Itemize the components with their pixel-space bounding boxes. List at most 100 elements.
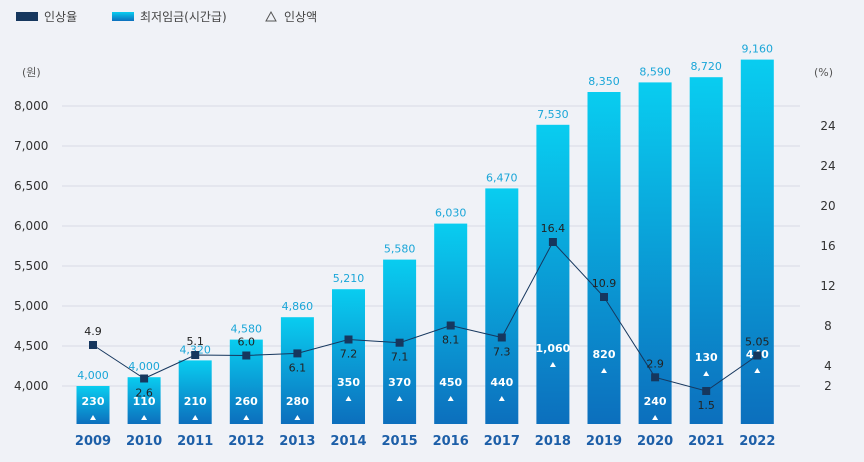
gridlines: [62, 105, 800, 387]
x-tick-label: 2014: [330, 434, 366, 449]
increase-label: 210: [184, 395, 207, 408]
x-tick-label: 2010: [126, 434, 162, 449]
y-axis-unit: (원): [22, 66, 41, 79]
rate-marker: [446, 321, 455, 330]
wage-bars: [76, 59, 774, 425]
rate-marker: [651, 373, 660, 382]
increase-triangle-icon: [345, 396, 352, 401]
wage-value-label: 8,350: [588, 75, 620, 88]
legend-wage-label: 최저임금(시간급): [140, 10, 227, 24]
increase-triangle-icon: [549, 362, 556, 367]
y2-tick-label: 24: [820, 119, 835, 133]
rate-value-label: 7.2: [340, 348, 358, 361]
rate-value-label: 7.3: [493, 346, 511, 359]
wage-value-label: 4,320: [179, 343, 211, 356]
increase-triangle-icon: [652, 415, 659, 420]
x-tick-label: 2020: [637, 434, 673, 449]
wage-bar: [178, 360, 212, 424]
wage-value-label: 4,580: [231, 323, 263, 336]
x-axis-labels: 2009 2010 2011 2012 2013 2014 2015 2016 2017 2018…: [75, 434, 775, 449]
y-axis-ticks: 4,000 4,500 5,000 5,500 6,000 6,500 7,000 8,000: [14, 99, 48, 393]
y-tick-label: 5,500: [14, 259, 48, 273]
wage-value-label: 6,470: [486, 171, 518, 184]
y-tick-label: 7,000: [14, 139, 48, 153]
wage-value-label: 4,000: [77, 369, 109, 382]
increase-label: 230: [82, 395, 105, 408]
legend-increase-icon: [265, 10, 277, 22]
rate-value-label: 2.6: [135, 387, 153, 400]
rate-series: 4.9 2.6 5.1 6.0 6.1 7.2 7.1 8.1 7.3 16.4 10.9 2.9 1.…: [84, 222, 769, 412]
y-tick-label: 6,000: [14, 219, 48, 233]
wage-bar: [280, 317, 314, 424]
increase-triangle-icon: [243, 415, 250, 420]
x-tick-label: 2016: [433, 434, 469, 449]
wage-bar: [689, 77, 723, 424]
increase-triangle-icon: [447, 396, 454, 401]
legend: 인상율 최저임금(시간급) 인상액: [16, 10, 317, 24]
increase-triangle-icon: [141, 415, 148, 420]
rate-value-label: 7.1: [391, 351, 409, 364]
x-tick-label: 2009: [75, 434, 111, 449]
rate-marker: [140, 374, 149, 383]
increase-triangle-icon: [192, 415, 199, 420]
increase-label: 130: [695, 351, 718, 364]
legend-wage-swatch: [112, 12, 134, 21]
rate-value-label: 4.9: [84, 325, 102, 338]
rate-marker: [702, 387, 711, 395]
x-tick-label: 2015: [382, 434, 418, 449]
legend-rate-swatch: [16, 12, 38, 21]
y2-tick-label: 2: [824, 379, 832, 393]
legend-rate-label: 인상율: [44, 10, 77, 24]
x-tick-label: 2018: [535, 434, 571, 449]
wage-bar: [587, 92, 621, 424]
rate-marker: [293, 349, 302, 358]
rate-marker: [89, 341, 97, 349]
rate-value-label: 6.1: [289, 361, 307, 374]
rate-marker: [600, 293, 608, 301]
rate-marker: [395, 338, 404, 347]
x-tick-label: 2022: [739, 434, 775, 449]
increase-triangle-icon: [601, 368, 607, 373]
wage-value-labels: 4,000 4,000 4,320 4,580 4,860 5,210 5,580 6,030…: [77, 43, 773, 382]
rate-value-label: 8.1: [442, 334, 460, 347]
increase-triangle-icon: [396, 396, 403, 401]
increase-label: 110: [133, 395, 156, 408]
x-tick-label: 2021: [688, 434, 724, 449]
wage-value-label: 5,580: [384, 243, 416, 256]
y-tick-label: 6,500: [14, 179, 48, 193]
legend-increase-label: 인상액: [284, 10, 317, 24]
wage-value-label: 4,860: [282, 300, 314, 313]
y2-tick-label: 8: [824, 319, 832, 333]
wage-bar: [332, 289, 365, 424]
rate-marker: [344, 335, 353, 344]
increase-label: 260: [235, 395, 258, 408]
increase-triangle-icon: [703, 371, 710, 376]
rate-marker: [242, 351, 251, 360]
increase-labels: 230 110 210 260 280 350 370 450 440 1,060 820 240 13…: [82, 342, 769, 420]
increase-triangle-icon: [754, 368, 761, 373]
y2-tick-label: 20: [820, 199, 835, 213]
wage-value-label: 5,210: [333, 272, 365, 285]
rate-value-label: 10.9: [592, 277, 617, 290]
rate-value-label: 2.9: [646, 357, 664, 370]
y2-axis-unit: (%): [814, 66, 833, 79]
wage-bar: [536, 124, 570, 425]
increase-label: 350: [337, 376, 360, 389]
y-tick-label: 5,000: [14, 299, 48, 313]
x-tick-label: 2011: [177, 434, 213, 449]
increase-triangle-icon: [498, 396, 505, 401]
increase-triangle-icon: [294, 415, 301, 420]
y2-tick-label: 4: [824, 359, 832, 373]
wage-value-label: 9,160: [742, 43, 774, 56]
rate-value-label: 5.05: [745, 336, 770, 349]
wage-value-label: 4,000: [128, 360, 160, 373]
wage-value-label: 6,030: [435, 207, 467, 220]
wage-bar: [638, 82, 672, 425]
rate-marker: [548, 238, 557, 246]
increase-label: 1,060: [536, 342, 571, 355]
increase-triangle-icon: [90, 415, 96, 420]
x-tick-label: 2012: [228, 434, 264, 449]
wage-bar: [485, 188, 519, 424]
